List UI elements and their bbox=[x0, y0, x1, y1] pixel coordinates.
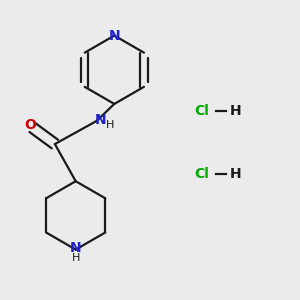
Text: H: H bbox=[230, 167, 241, 181]
Text: H: H bbox=[106, 121, 114, 130]
Text: N: N bbox=[109, 28, 120, 43]
Text: Cl: Cl bbox=[195, 104, 209, 118]
Text: Cl: Cl bbox=[195, 167, 209, 181]
Text: H: H bbox=[230, 104, 241, 118]
Text: H: H bbox=[71, 253, 80, 263]
Text: N: N bbox=[94, 112, 106, 127]
Text: O: O bbox=[24, 118, 36, 132]
Text: N: N bbox=[70, 241, 82, 255]
